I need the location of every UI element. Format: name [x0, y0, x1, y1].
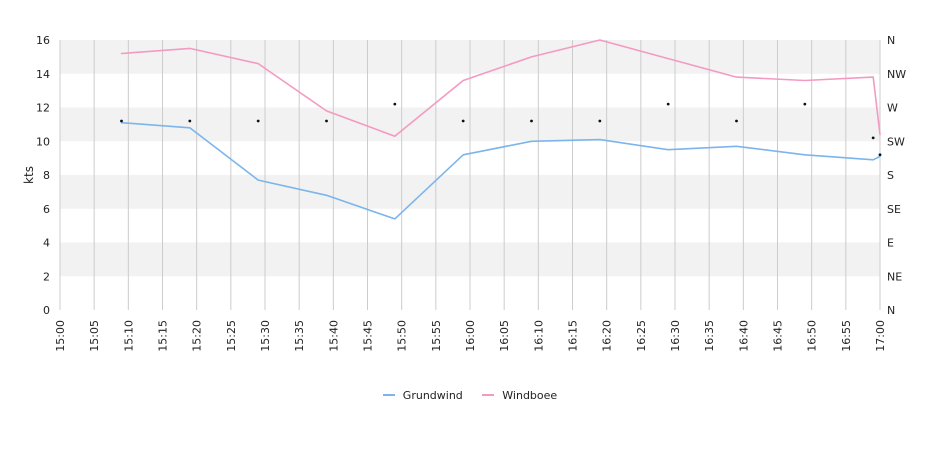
direction-marker — [803, 102, 807, 106]
vertical-gridlines — [59, 40, 881, 310]
direction-marker — [735, 119, 738, 123]
x-tick-label: 16:25 — [635, 320, 648, 352]
direction-marker — [598, 119, 602, 123]
direction-tick-label: W — [887, 102, 898, 115]
y-tick-label: 16 — [36, 34, 50, 47]
direction-marker — [120, 119, 123, 123]
direction-axis-ticks: N NE E SE S SW W NW N — [887, 34, 906, 317]
legend-item-windboee[interactable]: Windboee — [482, 389, 557, 402]
y-tick-label: 2 — [43, 270, 50, 283]
x-tick-label: 16:05 — [498, 320, 511, 352]
x-tick-label: 16:20 — [601, 320, 614, 352]
legend-swatch-windboee — [482, 394, 495, 396]
x-tick-label: 15:15 — [157, 320, 170, 352]
x-tick-label: 16:35 — [703, 320, 716, 352]
direction-marker — [871, 136, 875, 140]
direction-tick-label: SW — [887, 135, 905, 148]
direction-marker — [666, 102, 670, 106]
y-tick-label: 4 — [43, 237, 50, 250]
y-tick-label: 10 — [36, 135, 50, 148]
x-tick-label: 16:50 — [806, 320, 819, 352]
direction-tick-label: NE — [887, 270, 902, 283]
direction-tick-label: E — [887, 237, 894, 250]
x-tick-label: 16:15 — [567, 320, 580, 352]
y-tick-label: 6 — [43, 203, 50, 216]
x-tick-label: 15:25 — [225, 320, 238, 352]
legend-label-grundwind: Grundwind — [402, 388, 463, 402]
x-tick-label: 15:50 — [396, 320, 409, 352]
direction-marker — [878, 153, 882, 157]
direction-marker — [393, 102, 397, 106]
direction-marker — [325, 119, 328, 123]
series-lines — [120, 39, 881, 220]
legend-swatch-grundwind — [382, 394, 395, 396]
x-tick-label: 15:55 — [430, 320, 443, 352]
series-line-grundwind — [120, 121, 881, 220]
legend: Grundwind Windboee — [0, 386, 940, 402]
x-tick-label: 17:00 — [874, 320, 887, 352]
x-tick-label: 15:35 — [293, 320, 306, 352]
direction-marker — [256, 119, 260, 123]
y-tick-label: 14 — [36, 68, 50, 81]
x-tick-label: 15:20 — [191, 320, 204, 352]
legend-item-grundwind[interactable]: Grundwind — [382, 388, 463, 402]
x-tick-label: 16:30 — [669, 320, 682, 352]
x-tick-label: 16:00 — [464, 320, 477, 352]
x-tick-label: 15:10 — [122, 320, 135, 352]
x-tick-label: 15:05 — [88, 320, 101, 352]
y-axis-label: kts — [22, 166, 36, 184]
direction-marker — [188, 119, 192, 123]
x-tick-label: 15:00 — [54, 320, 67, 352]
legend-label-windboee: Windboee — [502, 388, 558, 402]
direction-tick-label: N — [887, 34, 895, 47]
series-line-windboee — [120, 39, 881, 137]
y-axis-ticks: 0 2 4 6 8 10 12 14 16 — [36, 34, 50, 317]
direction-marker — [461, 119, 465, 123]
direction-markers — [120, 102, 882, 157]
direction-tick-label: N — [887, 304, 895, 317]
x-tick-label: 15:30 — [259, 320, 272, 352]
x-tick-label: 15:45 — [362, 320, 375, 352]
direction-tick-label: SE — [887, 203, 901, 216]
x-tick-label: 16:45 — [772, 320, 785, 352]
x-tick-label: 16:40 — [737, 320, 750, 352]
x-tick-label: 16:10 — [532, 320, 545, 352]
direction-tick-label: S — [887, 169, 894, 182]
x-axis-ticks: 15:00 15:05 15:10 15:15 15:20 15:25 15:30 15:35… — [54, 320, 887, 352]
x-tick-label: 16:55 — [840, 320, 853, 352]
direction-tick-label: NW — [887, 68, 906, 81]
y-tick-label: 12 — [36, 102, 50, 115]
direction-marker — [530, 119, 533, 123]
x-tick-label: 15:40 — [327, 320, 340, 352]
y-tick-label: 8 — [43, 169, 50, 182]
y-tick-label: 0 — [43, 304, 50, 317]
